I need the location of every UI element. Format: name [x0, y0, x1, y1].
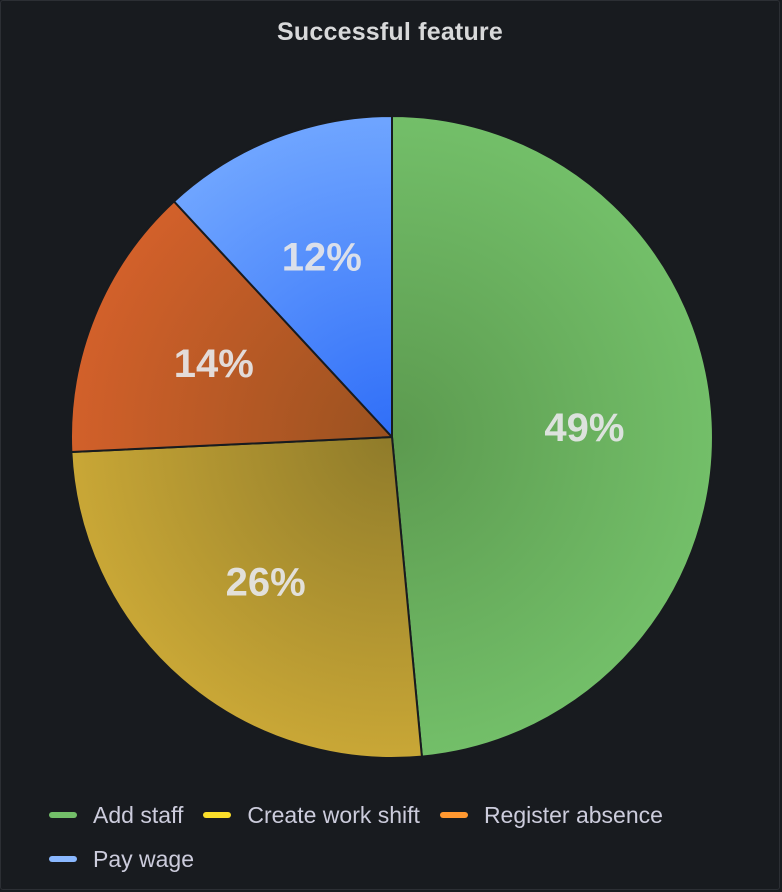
legend-swatch [49, 812, 77, 818]
legend-item-register-absence[interactable]: Register absence [439, 801, 663, 829]
legend-item-create-work-shift[interactable]: Create work shift [203, 801, 420, 829]
legend-swatch [49, 856, 77, 862]
pie-chart: 49% 26% 14% 12% [70, 115, 714, 759]
legend-label: Add staff [93, 801, 184, 828]
legend-label: Register absence [483, 801, 663, 828]
legend: Add staff Create work shift Register abs… [49, 801, 769, 873]
panel-title[interactable]: Successful feature [277, 18, 503, 46]
legend-swatch [203, 812, 232, 818]
pie-slice-create-work-shift[interactable] [70, 436, 423, 759]
slice-value-label: 14% [174, 342, 254, 386]
legend-swatch [439, 812, 468, 818]
legend-item-add-staff[interactable]: Add staff [49, 801, 183, 829]
pie-slice-add-staff[interactable] [391, 115, 714, 758]
slice-value-label: 12% [282, 236, 362, 280]
pie-slice-pay-wage[interactable] [173, 115, 393, 438]
slice-value-label: 26% [226, 560, 306, 604]
pie-slice-register-absence[interactable] [70, 200, 393, 453]
legend-label: Pay wage [93, 845, 195, 872]
slice-value-label: 49% [544, 406, 624, 450]
legend-item-pay-wage[interactable]: Pay wage [49, 845, 194, 873]
legend-label: Create work shift [247, 801, 420, 828]
